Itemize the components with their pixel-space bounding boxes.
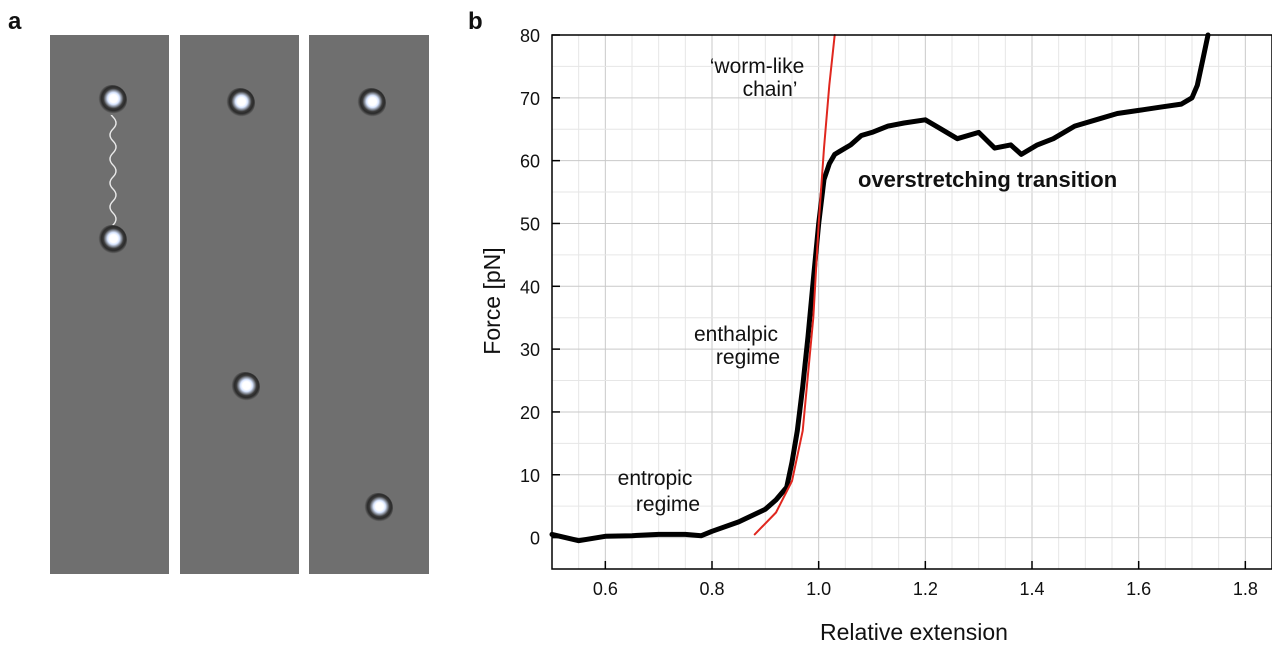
bead [363, 493, 393, 523]
y-tick-label: 30 [520, 340, 540, 360]
x-tick-label: 1.4 [1019, 579, 1044, 599]
y-tick-label: 0 [530, 529, 540, 549]
annotation-entropic-line2: regime [636, 493, 700, 516]
y-tick-label: 70 [520, 89, 540, 109]
series-line-measured [549, 32, 1211, 544]
x-axis-label: Relative extension [820, 619, 1008, 645]
y-tick-label: 80 [520, 26, 540, 46]
bead [230, 372, 260, 402]
grid [551, 34, 1272, 570]
x-tick-label: 0.8 [699, 579, 724, 599]
x-tick-label: 0.6 [593, 579, 618, 599]
bead [356, 88, 386, 118]
microscopy-image-1 [50, 35, 169, 574]
bead [97, 85, 127, 115]
panel-b-label: b [468, 8, 483, 35]
annotation-enthalpic-line2: regime [716, 346, 780, 369]
y-tick-label: 20 [520, 403, 540, 423]
y-tick-label: 50 [520, 214, 540, 234]
annotation-wlc-line2: chain’ [743, 78, 798, 101]
annotation-entropic-line1: entropic [618, 467, 693, 490]
x-tick-label: 1.6 [1126, 579, 1151, 599]
bead [225, 88, 255, 118]
annotation-overstretching: overstretching transition [858, 167, 1117, 192]
annotation-enthalpic-line1: enthalpic [694, 323, 778, 346]
microscopy-image-3 [309, 35, 429, 574]
y-tick-label: 10 [520, 466, 540, 486]
plot-frame [551, 34, 1272, 570]
dna-tether [109, 104, 117, 234]
series-line-wlc-fit [753, 34, 836, 536]
y-axis-label: Force [pN] [479, 247, 505, 354]
y-tick-label: 60 [520, 152, 540, 172]
series-layer [549, 32, 1211, 544]
y-tick-label: 40 [520, 277, 540, 297]
annotation-wlc-line1: ‘worm-like [710, 55, 805, 78]
x-tick-label: 1.0 [806, 579, 831, 599]
bead [97, 225, 127, 255]
panel-a-label: a [8, 8, 22, 35]
microscopy-image-2 [180, 35, 299, 574]
x-tick-label: 1.2 [913, 579, 938, 599]
x-tick-label: 1.8 [1233, 579, 1258, 599]
ticks-layer: 0.6 0.8 1.0 1.2 1.4 1.6 1.8 0 10 20 30 40 50 60 70 80 [520, 26, 1258, 599]
